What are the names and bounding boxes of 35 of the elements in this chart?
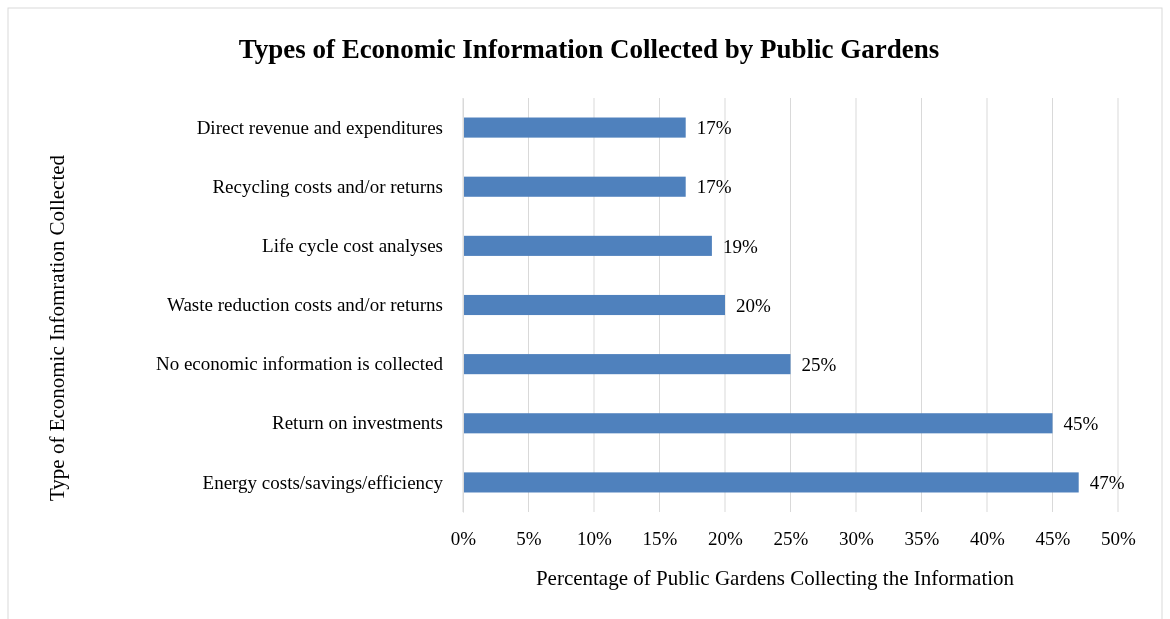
y-tick-label: No economic information is collected xyxy=(155,353,444,375)
bar xyxy=(463,354,791,375)
bar xyxy=(463,235,712,256)
y-axis-title: Type of Economic Infomration Collected xyxy=(45,154,69,502)
bar xyxy=(463,413,1053,434)
bar xyxy=(463,176,686,197)
y-tick-label: Energy costs/savings/efficiency xyxy=(202,471,444,493)
x-tick-label: 40% xyxy=(970,528,1006,550)
y-tick-label: Life cycle cost analyses xyxy=(262,234,443,256)
data-label: 45% xyxy=(1063,412,1099,434)
x-tick-label: 10% xyxy=(577,528,613,550)
x-tick-label: 0% xyxy=(450,528,477,550)
y-tick-label: Waste reduction costs and/or returns xyxy=(166,294,443,316)
data-label: 25% xyxy=(801,353,837,375)
x-axis-title: Percentage of Public Gardens Collecting the Information xyxy=(535,566,1015,590)
bar xyxy=(463,117,686,138)
data-label: 19% xyxy=(722,235,758,257)
y-tick-label: Recycling costs and/or returns xyxy=(212,175,443,197)
y-tick-label: Return on investments xyxy=(272,412,443,434)
data-label: 20% xyxy=(736,294,771,316)
x-tick-label: 25% xyxy=(773,528,809,550)
bar xyxy=(463,294,725,316)
bar xyxy=(463,472,1079,493)
data-label: 17% xyxy=(696,176,732,198)
x-tick-label: 35% xyxy=(904,528,940,550)
x-tick-label: 30% xyxy=(839,528,875,550)
x-tick-label: 45% xyxy=(1035,528,1071,550)
x-tick-label: 20% xyxy=(708,528,744,550)
data-label: 47% xyxy=(1089,472,1125,494)
x-tick-label: 5% xyxy=(516,528,542,550)
x-tick-label: 50% xyxy=(1101,528,1137,550)
y-tick-label: Direct revenue and expenditures xyxy=(196,116,443,138)
data-label: 17% xyxy=(696,117,732,139)
chart-title: Types of Economic Information Collected by Public Gardens xyxy=(238,34,940,64)
x-tick-label: 15% xyxy=(642,528,678,550)
